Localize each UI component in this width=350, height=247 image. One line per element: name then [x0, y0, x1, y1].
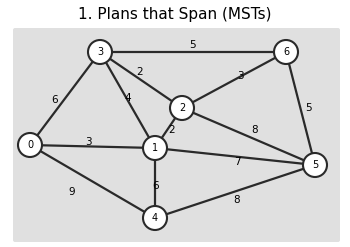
- Text: 5: 5: [190, 40, 196, 50]
- Text: 7: 7: [234, 157, 240, 167]
- Text: 3: 3: [85, 137, 91, 147]
- Circle shape: [274, 40, 298, 64]
- Text: 3: 3: [237, 71, 243, 81]
- Text: 2: 2: [179, 103, 185, 113]
- Text: 6: 6: [153, 181, 159, 191]
- Text: 9: 9: [69, 187, 75, 197]
- Text: 8: 8: [252, 125, 258, 135]
- Text: 1: 1: [152, 143, 158, 153]
- Text: 8: 8: [234, 195, 240, 205]
- Circle shape: [88, 40, 112, 64]
- Circle shape: [170, 96, 194, 120]
- Text: 2: 2: [169, 125, 175, 135]
- Text: 6: 6: [52, 95, 58, 105]
- Text: 3: 3: [97, 47, 103, 57]
- Text: 2: 2: [137, 67, 143, 77]
- Text: 6: 6: [283, 47, 289, 57]
- Circle shape: [143, 206, 167, 230]
- Text: 4: 4: [125, 93, 131, 103]
- Text: 5: 5: [312, 160, 318, 170]
- Text: 5: 5: [305, 103, 311, 113]
- FancyBboxPatch shape: [13, 28, 340, 242]
- Circle shape: [303, 153, 327, 177]
- Text: 4: 4: [152, 213, 158, 223]
- Circle shape: [18, 133, 42, 157]
- Circle shape: [143, 136, 167, 160]
- Text: 0: 0: [27, 140, 33, 150]
- Text: 1. Plans that Span (MSTs): 1. Plans that Span (MSTs): [78, 6, 272, 21]
